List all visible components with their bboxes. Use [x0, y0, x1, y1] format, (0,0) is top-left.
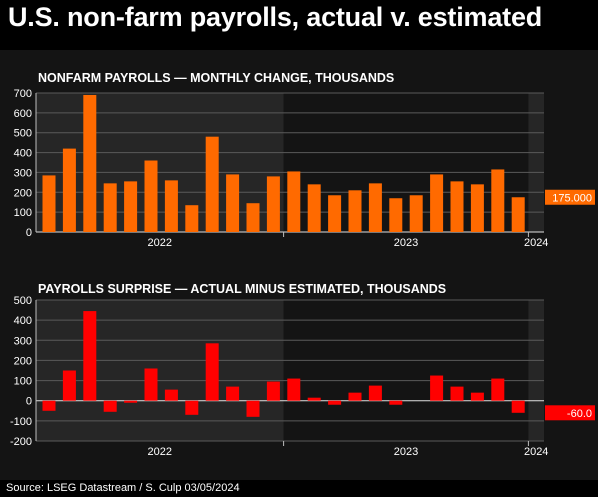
payrolls-bar [205, 136, 219, 232]
payrolls-bar [246, 203, 260, 232]
surprise-bar [185, 400, 199, 415]
payrolls-bar [348, 190, 362, 232]
surprise-bar [226, 386, 240, 401]
surprise-x-tick-label: 2022 [148, 446, 172, 458]
surprise-y-tick-label: -200 [10, 436, 32, 448]
surprise-bar [205, 343, 219, 401]
payrolls-bar [328, 195, 342, 232]
surprise-year-band-2023 [283, 300, 529, 441]
surprise-bar [124, 400, 138, 403]
surprise-y-tick-label: 400 [14, 315, 32, 327]
payrolls-bar [144, 160, 158, 232]
page-title: U.S. non-farm payrolls, actual v. estima… [8, 2, 543, 32]
payrolls-bar [430, 174, 444, 232]
payrolls-bar [307, 184, 321, 232]
payrolls-y-tick-label: 100 [14, 207, 32, 219]
payrolls-bar [409, 195, 423, 232]
surprise-bar [328, 400, 342, 405]
payrolls-y-tick-label: 200 [14, 187, 32, 199]
surprise-bar [287, 378, 301, 401]
payrolls-year-band-2024 [528, 93, 544, 232]
surprise-y-tick-label: -100 [10, 416, 32, 428]
source-note: Source: LSEG Datastream / S. Culp 03/05/… [6, 482, 240, 494]
surprise-year-band-2022 [36, 300, 284, 441]
surprise-last-value-tag [545, 405, 595, 421]
payrolls-x-tick-label: 2023 [394, 237, 418, 249]
surprise-bar [491, 378, 505, 401]
payrolls-bar [185, 205, 199, 232]
payrolls-bar [450, 181, 464, 232]
payrolls-bar [389, 198, 403, 232]
surprise-bar [164, 389, 178, 401]
surprise-chart-title: PAYROLLS SURPRISE — ACTUAL MINUS ESTIMAT… [38, 282, 446, 296]
surprise-bar [266, 381, 280, 401]
payrolls-y-tick-label: 700 [14, 88, 32, 100]
payrolls-bar [42, 175, 56, 232]
surprise-y-tick-label: 100 [14, 376, 32, 388]
surprise-x-tick-label: 2024 [524, 446, 548, 458]
surprise-bar [368, 385, 382, 401]
surprise-bar [450, 386, 464, 401]
surprise-bar [389, 400, 403, 405]
surprise-y-tick-label: 300 [14, 335, 32, 347]
payrolls-y-tick-label: 500 [14, 128, 32, 140]
payrolls-year-band-2022 [36, 93, 284, 232]
surprise-bar [511, 400, 525, 413]
payrolls-y-tick-label: 0 [26, 227, 32, 239]
payrolls-chart-title: NONFARM PAYROLLS — MONTHLY CHANGE, THOUS… [38, 71, 394, 85]
surprise-y-tick-label: 0 [26, 396, 32, 408]
payrolls-x-tick-label: 2024 [524, 237, 548, 249]
surprise-bar [42, 400, 56, 411]
payrolls-bar [266, 176, 280, 232]
surprise-bar [470, 392, 484, 401]
payrolls-year-band-2023 [283, 93, 529, 232]
surprise-bar [144, 368, 158, 401]
surprise-last-value-label: -60.0 [567, 408, 592, 420]
payrolls-y-tick-label: 400 [14, 148, 32, 160]
payrolls-bar [83, 94, 97, 232]
surprise-bar [307, 397, 321, 401]
payrolls-y-tick-label: 300 [14, 167, 32, 179]
surprise-bar [246, 400, 260, 417]
payrolls-bar [164, 180, 178, 232]
payrolls-x-tick-label: 2022 [148, 237, 172, 249]
payrolls-bar [470, 184, 484, 232]
payrolls-last-value-label: 175.000 [552, 192, 592, 204]
surprise-bar [348, 392, 362, 401]
surprise-x-tick-label: 2023 [394, 446, 418, 458]
payrolls-last-value-tag [545, 189, 595, 205]
payrolls-bar [124, 181, 138, 232]
surprise-y-tick-label: 200 [14, 355, 32, 367]
surprise-bar [430, 375, 444, 401]
surprise-bar [62, 370, 76, 401]
surprise-bar [103, 400, 117, 412]
payrolls-bar [103, 183, 117, 232]
payrolls-y-tick-label: 600 [14, 108, 32, 120]
payrolls-bar [511, 197, 525, 232]
payrolls-bar [226, 174, 240, 232]
payrolls-bar [491, 169, 505, 232]
surprise-bar [83, 311, 97, 401]
payrolls-bar [368, 183, 382, 232]
surprise-year-band-2024 [528, 300, 544, 441]
payrolls-bar [287, 171, 301, 232]
payrolls-bar [62, 148, 76, 232]
surprise-y-tick-label: 500 [14, 295, 32, 307]
